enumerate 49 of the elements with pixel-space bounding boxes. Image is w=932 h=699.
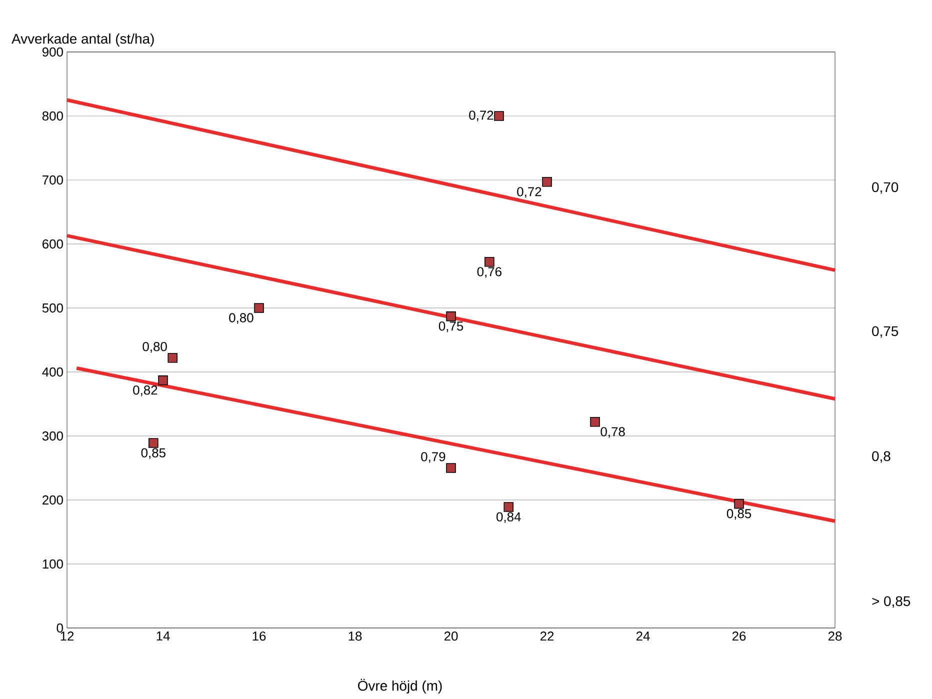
annotation: 0,72 bbox=[517, 187, 542, 198]
y-tick-label: 800 bbox=[42, 111, 63, 121]
annotation: 0,76 bbox=[477, 267, 502, 278]
x-tick-label: 22 bbox=[540, 632, 554, 641]
annotation: 0,84 bbox=[496, 512, 521, 523]
x-tick-label: 20 bbox=[444, 632, 458, 641]
text: 0,8 bbox=[872, 451, 890, 463]
x-tick-label: 16 bbox=[252, 632, 266, 641]
text: 0,70 bbox=[872, 182, 898, 194]
point bbox=[446, 463, 456, 473]
y-tick-label: 900 bbox=[42, 47, 63, 57]
point bbox=[504, 502, 514, 512]
y-tick-label: 600 bbox=[42, 239, 63, 249]
point bbox=[158, 375, 168, 386]
point bbox=[734, 498, 744, 509]
point bbox=[148, 438, 158, 448]
point bbox=[254, 303, 264, 313]
annotation: 0,72 bbox=[469, 110, 494, 122]
x-tick-label: 12 bbox=[60, 632, 74, 641]
y-tick-label: 100 bbox=[42, 559, 63, 569]
annotation: 0,82 bbox=[133, 386, 158, 396]
y-tick-label: 500 bbox=[42, 303, 63, 313]
y-tick-label: 400 bbox=[42, 367, 63, 377]
point bbox=[590, 417, 600, 427]
text: 0,75 bbox=[872, 326, 898, 338]
x-tick-label: 24 bbox=[636, 632, 650, 641]
text: > 0,85 bbox=[872, 596, 910, 608]
x-tick-label: 26 bbox=[732, 632, 746, 641]
x-tick-label: 14 bbox=[156, 632, 170, 640]
annotation: 0,78 bbox=[600, 427, 625, 438]
annotation: 0,80 bbox=[229, 313, 254, 324]
point bbox=[168, 353, 178, 363]
y-tick-label: 300 bbox=[42, 431, 63, 441]
y-tick-label: 700 bbox=[42, 175, 63, 185]
point bbox=[484, 257, 494, 267]
y-tick-label: 0 bbox=[56, 623, 63, 633]
annotation: 0,80 bbox=[142, 342, 167, 353]
x-tick-label: 28 bbox=[828, 632, 842, 641]
y-axis-title: Avverkade antal (st/ha) bbox=[12, 33, 154, 46]
point bbox=[542, 177, 552, 187]
x-tick-label: 18 bbox=[348, 632, 362, 641]
y-tick-label: 200 bbox=[42, 495, 63, 505]
annotation: 0,79 bbox=[421, 452, 446, 463]
annotation: 0,75 bbox=[438, 322, 464, 332]
annotation: 0,85 bbox=[726, 509, 752, 520]
annotation: 0,85 bbox=[141, 448, 166, 459]
x-axis-title: Övre höjd (m) bbox=[358, 678, 442, 694]
point bbox=[446, 311, 456, 322]
point bbox=[494, 111, 504, 121]
